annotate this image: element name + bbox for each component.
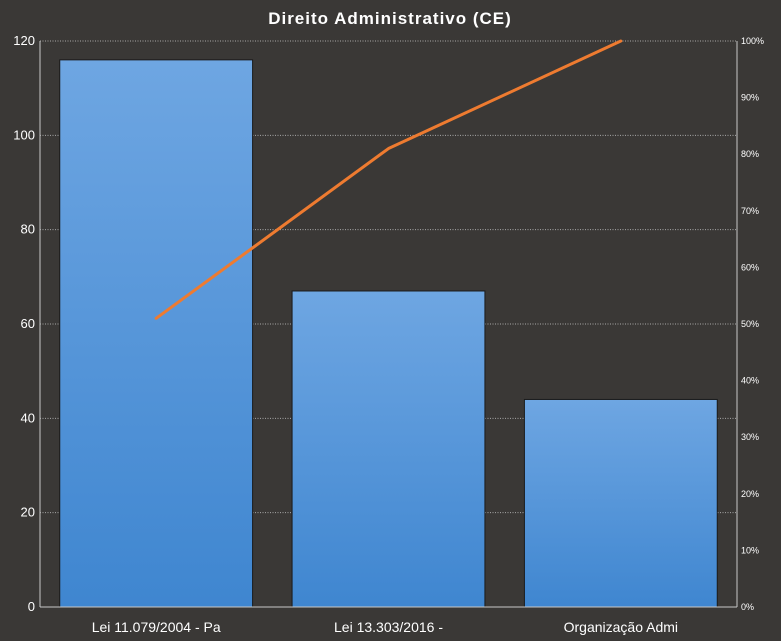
y2-tick-label: 30% — [741, 432, 759, 442]
x-tick-label: Lei 11.079/2004 - Pa — [92, 619, 221, 635]
y-tick-label: 60 — [21, 316, 35, 331]
axes — [39, 41, 738, 608]
chart-title: Direito Administrativo (CE) — [268, 9, 512, 28]
y2-tick-label: 80% — [741, 149, 759, 159]
y-tick-label: 20 — [21, 505, 35, 520]
y2-tick-label: 50% — [741, 319, 759, 329]
x-axis-ticks: Lei 11.079/2004 - Pa Lei 13.303/2016 - Org… — [92, 619, 678, 635]
bar-1 — [59, 59, 254, 608]
y-tick-label: 80 — [21, 222, 35, 237]
y2-tick-label: 60% — [741, 262, 759, 272]
y2-tick-label: 100% — [741, 36, 764, 46]
cumulative-line — [154, 39, 623, 320]
y2-tick-label: 70% — [741, 206, 759, 216]
y2-tick-label: 20% — [741, 489, 759, 499]
x-tick-label: Lei 13.303/2016 - — [334, 619, 443, 635]
y2-tick-label: 40% — [741, 376, 759, 386]
y-tick-label: 120 — [13, 33, 35, 48]
bar-2 — [291, 290, 486, 608]
x-tick-label: Organização Admi — [564, 619, 678, 635]
primary-y-axis-ticks: 0 20 40 60 80 100 120 — [13, 33, 35, 614]
y-tick-label: 40 — [21, 410, 35, 425]
secondary-y-axis-ticks: 0% 10% 20% 30% 40% 50% 60% 70% 80% 90% 100% — [741, 36, 764, 612]
y-tick-label: 100 — [13, 127, 35, 142]
y2-tick-label: 0% — [741, 602, 754, 612]
bar-3 — [523, 398, 718, 608]
y2-tick-label: 90% — [741, 93, 759, 103]
cumulative-percentage-line — [154, 39, 623, 320]
y2-tick-label: 10% — [741, 545, 759, 555]
y-tick-label: 0 — [28, 599, 35, 614]
bars — [59, 59, 718, 608]
